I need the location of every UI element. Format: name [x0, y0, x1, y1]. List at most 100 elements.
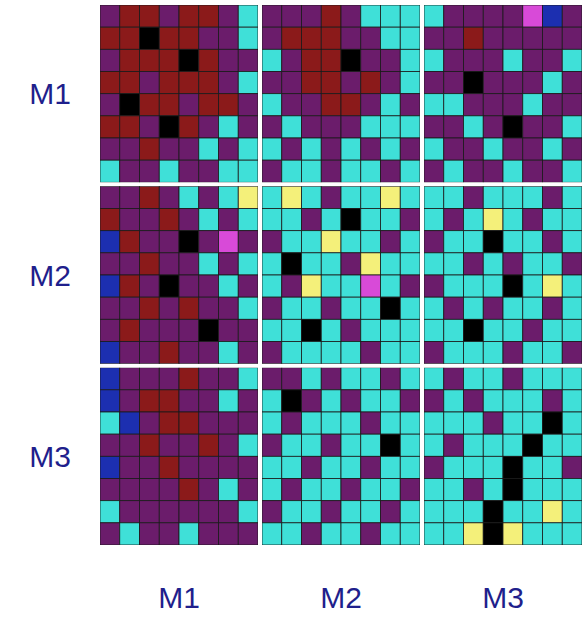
cell: [424, 390, 444, 412]
cell: [444, 94, 464, 116]
cell: [483, 49, 503, 71]
cell: [140, 5, 160, 27]
cell: [444, 253, 464, 275]
cell: [140, 434, 160, 456]
cell: [503, 160, 523, 182]
cell: [238, 49, 258, 71]
cell: [282, 390, 302, 412]
cell: [302, 412, 322, 434]
cell: [444, 231, 464, 253]
cell: [341, 160, 361, 182]
cell: [483, 368, 503, 390]
cell: [140, 275, 160, 297]
cell: [381, 209, 401, 231]
cell: [179, 342, 199, 364]
cell: [483, 275, 503, 297]
cell: [100, 253, 120, 275]
cell: [159, 160, 179, 182]
cell: [523, 209, 543, 231]
cell: [543, 186, 563, 208]
cell: [302, 138, 322, 160]
cell: [543, 275, 563, 297]
cell: [238, 5, 258, 27]
cell: [302, 501, 322, 523]
cell: [503, 186, 523, 208]
cell: [483, 72, 503, 94]
cell: [523, 456, 543, 478]
cell: [503, 253, 523, 275]
cell: [424, 523, 444, 545]
cell: [120, 501, 140, 523]
cell: [140, 368, 160, 390]
cell: [464, 160, 484, 182]
cell: [262, 186, 282, 208]
cell: [381, 297, 401, 319]
cell: [100, 5, 120, 27]
cell: [262, 116, 282, 138]
cell: [321, 116, 341, 138]
cell: [562, 231, 582, 253]
cell: [238, 275, 258, 297]
cell: [262, 94, 282, 116]
cell: [100, 72, 120, 94]
cell: [321, 186, 341, 208]
cell: [464, 186, 484, 208]
cell: [321, 27, 341, 49]
cell: [562, 319, 582, 341]
cell: [361, 390, 381, 412]
cell: [238, 342, 258, 364]
cell: [400, 49, 420, 71]
cell: [361, 209, 381, 231]
cell: [562, 368, 582, 390]
cell: [400, 5, 420, 27]
cell: [381, 368, 401, 390]
cell: [523, 72, 543, 94]
cell: [523, 138, 543, 160]
cell: [543, 253, 563, 275]
cell: [543, 72, 563, 94]
cell: [302, 94, 322, 116]
cell: [100, 186, 120, 208]
cell: [199, 456, 219, 478]
cell: [140, 523, 160, 545]
cell: [159, 27, 179, 49]
cell: [464, 209, 484, 231]
cell: [424, 49, 444, 71]
cell: [120, 186, 140, 208]
cell: [503, 72, 523, 94]
cell: [341, 49, 361, 71]
cell: [361, 297, 381, 319]
cell: [199, 523, 219, 545]
cell: [424, 160, 444, 182]
cell: [140, 501, 160, 523]
cell: [199, 479, 219, 501]
cell: [444, 501, 464, 523]
cell: [120, 160, 140, 182]
cell: [483, 160, 503, 182]
cell: [341, 275, 361, 297]
cell: [562, 5, 582, 27]
cell: [282, 253, 302, 275]
cell: [219, 160, 239, 182]
cell: [503, 94, 523, 116]
cell: [381, 160, 401, 182]
cell: [199, 434, 219, 456]
cell: [120, 319, 140, 341]
cell: [282, 209, 302, 231]
cell: [562, 49, 582, 71]
cell: [159, 319, 179, 341]
cell: [424, 456, 444, 478]
cell: [400, 501, 420, 523]
cell: [199, 72, 219, 94]
cell: [483, 138, 503, 160]
cell: [341, 297, 361, 319]
cell: [321, 479, 341, 501]
cell: [523, 368, 543, 390]
cell: [100, 275, 120, 297]
cell: [400, 342, 420, 364]
column-label: M1: [158, 581, 200, 614]
cell: [424, 253, 444, 275]
cell: [424, 209, 444, 231]
cell: [238, 434, 258, 456]
cell: [262, 49, 282, 71]
